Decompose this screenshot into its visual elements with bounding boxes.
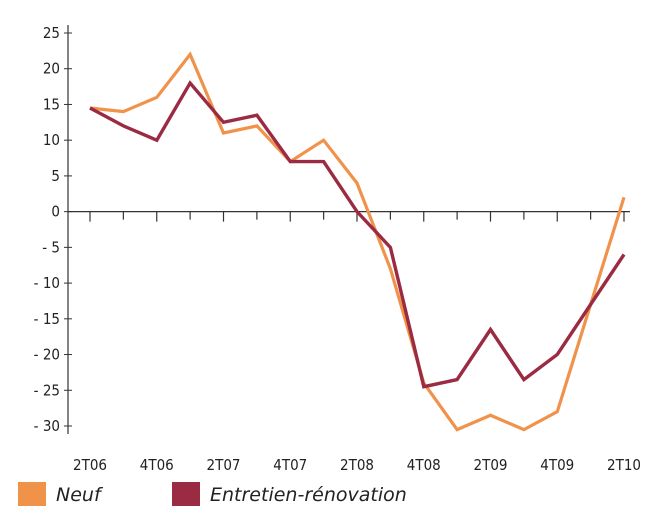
y-tick-label: 25 xyxy=(43,24,60,42)
x-tick-label: 4T08 xyxy=(407,456,441,474)
y-tick-label: 10 xyxy=(43,131,60,149)
x-tick-label: 2T10 xyxy=(607,456,641,474)
x-tick-label: 2T06 xyxy=(73,456,107,474)
y-tick-label: 0 xyxy=(51,203,60,221)
x-tick-label: 4T09 xyxy=(540,456,574,474)
y-tick-label: 20 xyxy=(43,60,60,78)
y-tick-label: 15 xyxy=(43,95,60,113)
legend: Neuf Entretien-rénovation xyxy=(18,482,407,506)
x-tick-label: 4T06 xyxy=(140,456,174,474)
legend-label-neuf: Neuf xyxy=(56,484,104,506)
chart-axes xyxy=(67,25,630,434)
x-tick-label: 2T09 xyxy=(474,456,508,474)
y-tick-label: - 25 xyxy=(34,381,60,399)
x-tick-label: 4T07 xyxy=(273,456,307,474)
series-line-entretien-renovation xyxy=(89,80,626,389)
series-layer xyxy=(89,51,626,432)
legend-label-entretien: Entretien-rénovation xyxy=(210,484,407,506)
y-tick-label: - 30 xyxy=(34,417,60,435)
series-line-neuf xyxy=(89,51,626,432)
y-axis-ticks: 25 20 15 10 5 0 - 5 - 10 - 15 - 20 - 25 - 30 xyxy=(34,24,72,435)
y-tick-label: 5 xyxy=(51,167,60,185)
x-axis-ticks: 2T06 4T06 2T07 4T07 2T08 4T08 2T09 4T09 2T10 xyxy=(73,211,641,474)
y-tick-label: - 15 xyxy=(34,310,60,328)
legend-swatch-entretien xyxy=(172,482,200,506)
y-tick-label: - 10 xyxy=(34,274,60,292)
y-tick-label: - 20 xyxy=(34,346,60,364)
x-tick-label: 2T08 xyxy=(340,456,374,474)
legend-swatch-neuf xyxy=(18,482,46,506)
x-tick-label: 2T07 xyxy=(207,456,241,474)
y-tick-label: - 5 xyxy=(42,238,60,256)
